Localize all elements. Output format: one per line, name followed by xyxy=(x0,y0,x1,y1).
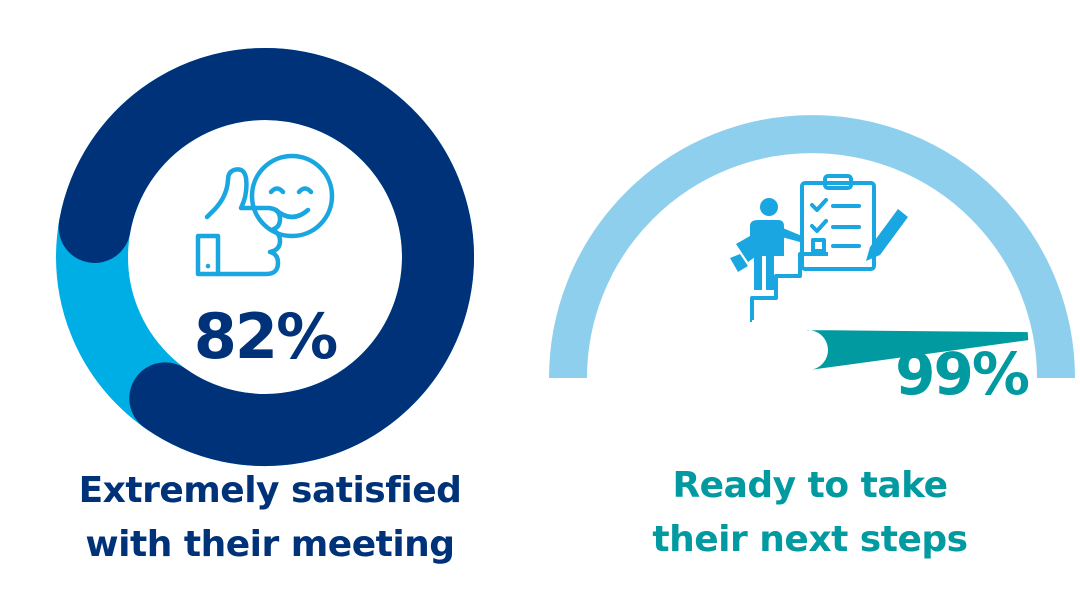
donut-value-arc xyxy=(58,48,474,466)
thumbs-up-smiley-icon xyxy=(195,153,335,277)
person-climbing-stairs-checklist-icon xyxy=(730,174,908,322)
next-steps-gauge-panel: 99% Ready to take their next steps xyxy=(540,0,1080,608)
gauge-caption-line-1: Ready to take xyxy=(672,465,948,506)
gauge-needle xyxy=(806,330,1029,370)
satisfaction-donut-chart: 82% xyxy=(56,48,474,466)
gauge-caption: Ready to take their next steps xyxy=(540,459,1080,567)
gauge-caption-line-2: their next steps xyxy=(652,519,968,560)
gauge-band xyxy=(549,115,1075,379)
donut-caption: Extremely satisfied with their meeting xyxy=(0,464,540,572)
donut-caption-line-2: with their meeting xyxy=(85,524,455,565)
satisfaction-donut-panel: 82% Extremely satisfied with their meeti… xyxy=(0,48,540,572)
donut-percentage-label: 82% xyxy=(194,300,337,373)
donut-caption-line-1: Extremely satisfied xyxy=(78,470,462,511)
next-steps-gauge-chart: 99% xyxy=(549,115,1075,408)
gauge-percentage-label: 99% xyxy=(895,340,1029,408)
